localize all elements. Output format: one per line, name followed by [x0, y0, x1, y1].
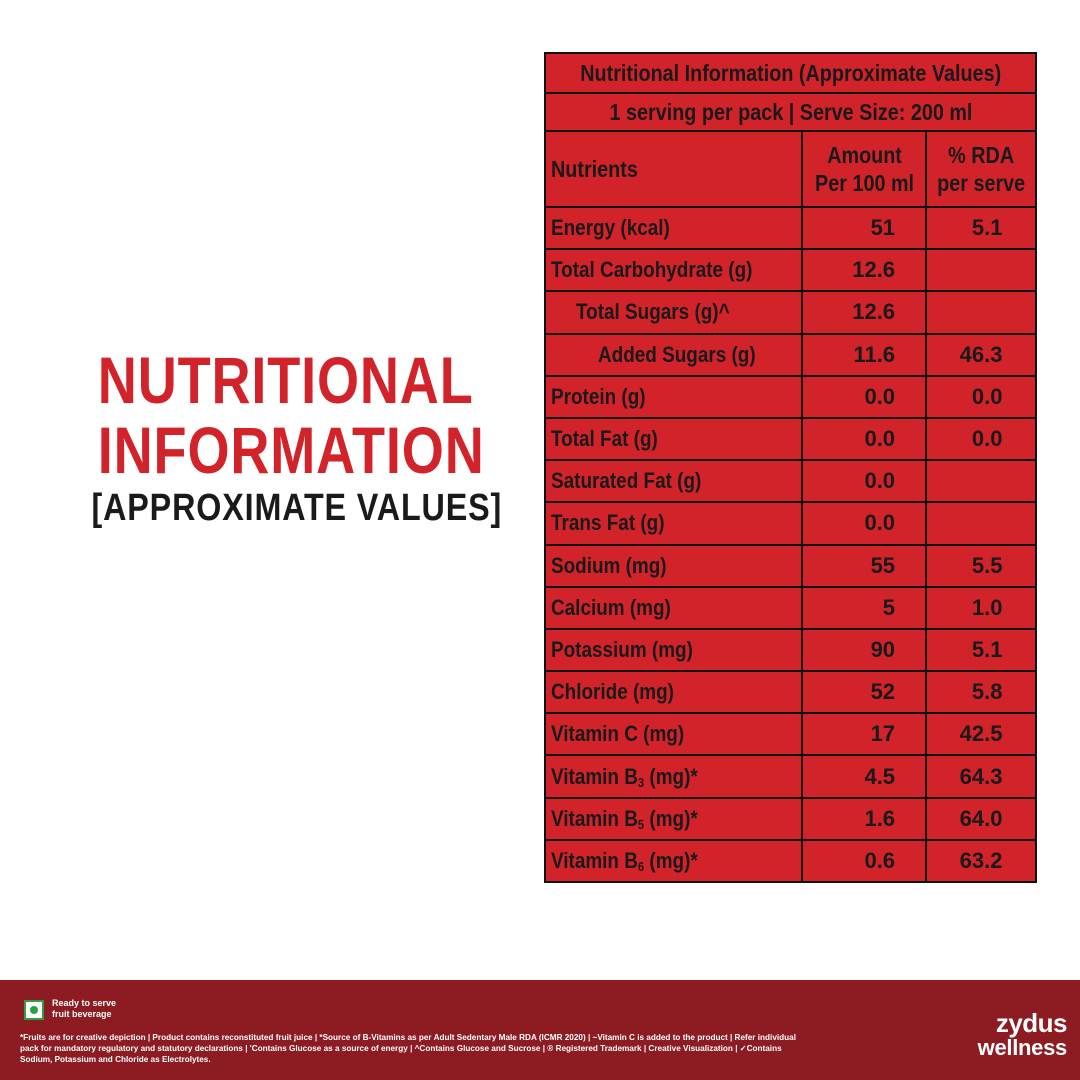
nutrient-rda: 0.0 [925, 374, 1038, 419]
veg-mark-icon [24, 1000, 44, 1020]
nutrient-rda: 0.0 [925, 416, 1038, 462]
nutrient-amount: 90 [801, 627, 928, 673]
nutrient-rda: 5.8 [925, 670, 1038, 715]
nutrient-name: Trans Fat (g) [543, 501, 804, 546]
nutrient-name: Chloride (mg) [543, 670, 804, 715]
nutrient-amount: 17 [801, 712, 928, 757]
nutrient-amount: 0.0 [801, 416, 928, 462]
table-row: Vitamin C (mg) 17 42.5 [543, 712, 1038, 757]
nutrient-amount: 12.6 [801, 290, 928, 335]
table-row: Saturated Fat (g) 0.0 [543, 459, 1038, 504]
nutrient-name: Total Sugars (g)^ [543, 290, 804, 335]
nutrient-amount: 11.6 [801, 332, 928, 377]
nutrient-name: Calcium (mg) [543, 585, 804, 630]
header-rda-line1: % RDA [948, 142, 1015, 168]
nutrient-amount: 51 [801, 205, 928, 251]
nutrient-name: Energy (kcal) [543, 205, 804, 251]
nutrient-rda [925, 248, 1038, 293]
table-row: Vitamin B6 (mg)* 0.6 63.2 [543, 838, 1038, 884]
nutrient-amount: 55 [801, 543, 928, 588]
nutrient-amount: 5 [801, 585, 928, 630]
serving-info: 1 serving per pack | Serve Size: 200 ml [543, 92, 1038, 132]
table-row: Sodium (mg) 55 5.5 [543, 543, 1038, 588]
nutrient-name: Sodium (mg) [543, 543, 804, 588]
nutrient-amount: 0.0 [801, 459, 928, 504]
table-title-row: Nutritional Information (Approximate Val… [543, 52, 1038, 94]
ready-to-serve-label: Ready to serve fruit beverage [52, 998, 117, 1019]
table-title: Nutritional Information (Approximate Val… [543, 52, 1038, 94]
footer-bar: Ready to serve fruit beverage *Fruits ar… [0, 980, 1080, 1080]
table-header-row: Nutrients Amount Per 100 ml % RDA per serv… [543, 130, 1038, 208]
table-row: Vitamin B3 (mg)* 4.5 64.3 [543, 754, 1038, 799]
nutrient-rda [925, 290, 1038, 335]
brand-logo: zydus wellness [962, 1008, 1068, 1060]
header-amount-line2: Per 100 ml [814, 170, 914, 196]
nutrient-rda: 64.3 [925, 754, 1038, 799]
nutrient-rda: 5.1 [925, 205, 1038, 251]
table-row: Total Sugars (g)^ 12.6 [543, 290, 1038, 335]
nutrient-rda: 46.3 [925, 332, 1038, 377]
headline-line-2: INFORMATION [97, 413, 485, 487]
nutrient-name: Vitamin B6 (mg)* [543, 838, 804, 884]
nutrient-name: Total Fat (g) [543, 416, 804, 462]
nutrient-amount: 0.0 [801, 501, 928, 546]
table-row: Trans Fat (g) 0.0 [543, 501, 1038, 546]
brand-name: zydus [995, 1008, 1068, 1038]
nutrient-rda: 64.0 [925, 796, 1038, 841]
nutrient-name: Added Sugars (g) [543, 332, 804, 377]
table-row: Total Carbohydrate (g) 12.6 [543, 248, 1038, 293]
table-row: Calcium (mg) 5 1.0 [543, 585, 1038, 630]
table-row: Chloride (mg) 52 5.8 [543, 670, 1038, 715]
nutrient-name: Vitamin B5 (mg)* [543, 796, 804, 841]
headline-line-1: NUTRITIONAL [97, 343, 474, 417]
nutrient-amount: 0.0 [801, 374, 928, 419]
header-rda: % RDA per serve [925, 130, 1038, 208]
nutrient-rda [925, 459, 1038, 504]
nutrient-rda: 5.5 [925, 543, 1038, 588]
header-nutrients: Nutrients [543, 130, 804, 208]
nutrient-rda: 63.2 [925, 838, 1038, 884]
headline: NUTRITIONAL INFORMATION [APPROXIMATE VAL… [60, 343, 503, 529]
nutrient-amount: 0.6 [801, 838, 928, 884]
headline-subtitle: [APPROXIMATE VALUES] [91, 487, 503, 529]
table-row: Vitamin B5 (mg)* 1.6 64.0 [543, 796, 1038, 841]
nutrient-rda: 42.5 [925, 712, 1038, 757]
header-rda-line2: per serve [937, 170, 1026, 196]
footer-disclaimer: *Fruits are for creative depiction | Pro… [20, 1033, 796, 1064]
header-amount: Amount Per 100 ml [801, 130, 928, 208]
brand-tagline: wellness [977, 1035, 1068, 1060]
nutrient-rda [925, 501, 1038, 546]
nutrient-name: Vitamin B3 (mg)* [543, 754, 804, 799]
header-amount-line1: Amount [826, 142, 902, 168]
nutrient-amount: 52 [801, 670, 928, 715]
nutrient-rda: 1.0 [925, 585, 1038, 630]
table-row: Potassium (mg) 90 5.1 [543, 627, 1038, 673]
nutrient-name: Total Carbohydrate (g) [543, 248, 804, 293]
table-row: Energy (kcal) 51 5.1 [543, 205, 1038, 251]
nutrient-amount: 4.5 [801, 754, 928, 799]
nutrient-name: Potassium (mg) [543, 627, 804, 673]
nutrient-amount: 12.6 [801, 248, 928, 293]
serving-row: 1 serving per pack | Serve Size: 200 ml [543, 92, 1038, 132]
table-row: Total Fat (g) 0.0 0.0 [543, 416, 1038, 462]
nutrient-amount: 1.6 [801, 796, 928, 841]
nutrition-table: Nutritional Information (Approximate Val… [543, 52, 1038, 884]
nutrient-rda: 5.1 [925, 627, 1038, 673]
table-row: Protein (g) 0.0 0.0 [543, 374, 1038, 419]
nutrient-name: Protein (g) [543, 374, 804, 419]
table-row: Added Sugars (g) 11.6 46.3 [543, 332, 1038, 377]
nutrient-name: Vitamin C (mg) [543, 712, 804, 757]
nutrient-name: Saturated Fat (g) [543, 459, 804, 504]
